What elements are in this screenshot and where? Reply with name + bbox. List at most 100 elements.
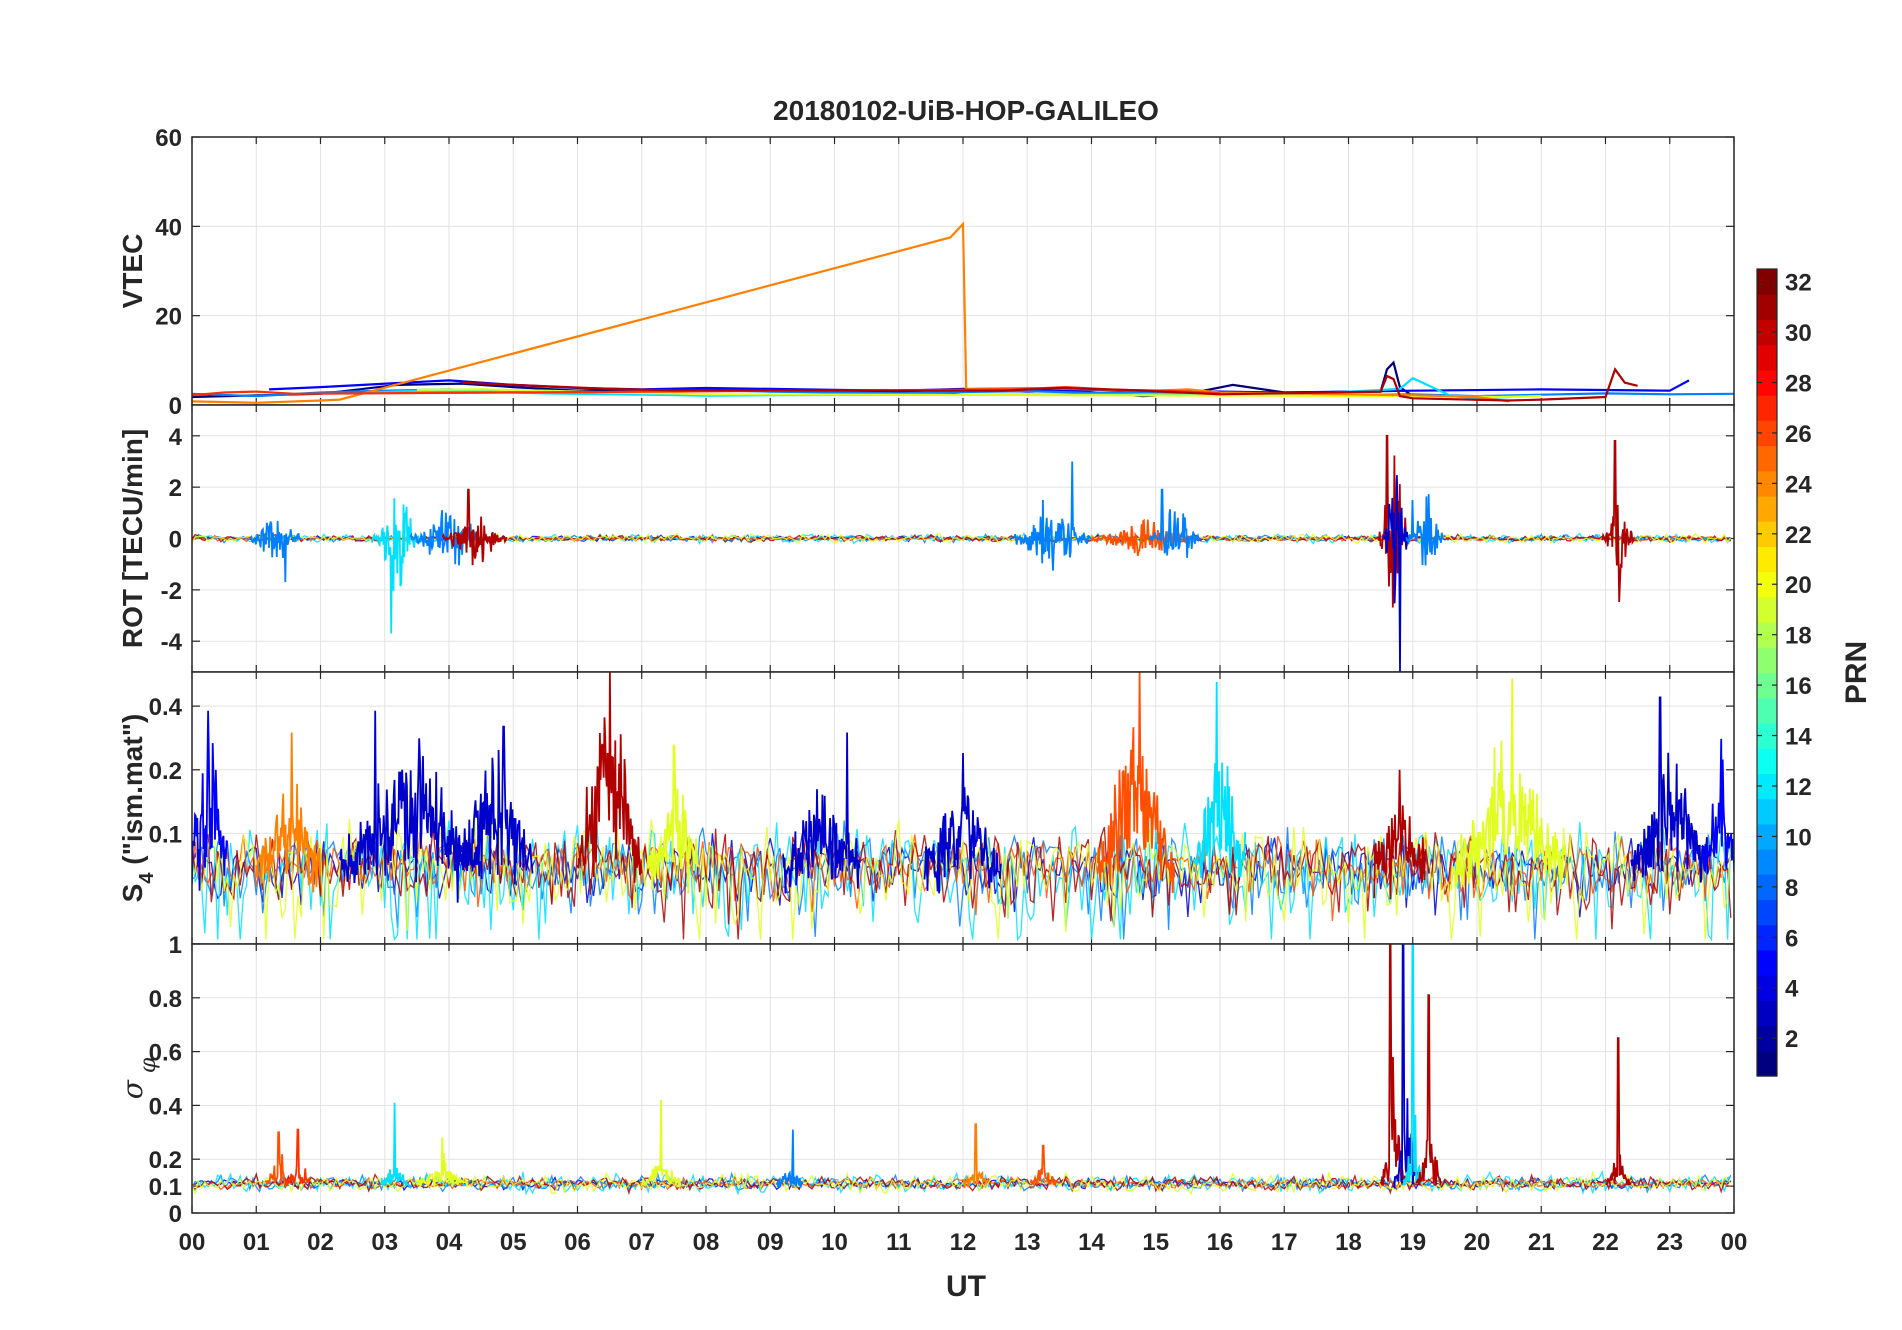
x-tick-label: 19	[1399, 1229, 1426, 1256]
x-tick-label: 02	[307, 1229, 334, 1256]
event-trace-4	[576, 672, 643, 883]
event-trace-7	[1029, 1144, 1057, 1186]
colorbar-level	[1757, 647, 1777, 674]
colorbar-tick-label: 28	[1785, 370, 1812, 397]
colorbar-tick-label: 10	[1785, 824, 1812, 851]
event-trace-1	[255, 732, 322, 893]
colorbar-frame	[1756, 268, 1778, 1077]
y-tick-label: 0.2	[149, 1147, 182, 1174]
colorbar-tick-label: 24	[1785, 471, 1812, 498]
colorbar-level	[1757, 319, 1777, 346]
colorbar-level	[1757, 344, 1777, 371]
x-tick-label: 10	[821, 1229, 848, 1256]
data-series-group	[192, 944, 1732, 1196]
y-tick-label: 0.1	[149, 821, 182, 848]
colorbar-level	[1757, 495, 1777, 522]
colorbar-level	[1757, 369, 1777, 396]
event-trace-6	[1148, 488, 1201, 558]
x-tick-label: 00	[1721, 1229, 1748, 1256]
colorbar-tick-label: 18	[1785, 623, 1812, 650]
event-trace-9	[1405, 494, 1445, 566]
colorbar-level	[1757, 269, 1777, 295]
event-trace-4	[1013, 461, 1092, 571]
x-tick-label: 00	[179, 1229, 206, 1256]
x-tick-label: 21	[1528, 1229, 1555, 1256]
colorbar-tick-label: 8	[1785, 875, 1798, 902]
colorbar-tick-label: 26	[1785, 421, 1812, 448]
event-trace-8	[1097, 672, 1176, 894]
event-trace-1	[409, 510, 489, 566]
event-trace-12	[1630, 696, 1709, 883]
colorbar-level	[1757, 445, 1777, 472]
y-tick-label: 0.6	[149, 1040, 182, 1067]
colorbar-level	[1757, 697, 1777, 724]
event-trace-6	[782, 732, 861, 894]
x-tick-label: 17	[1271, 1229, 1298, 1256]
colorbar-level	[1757, 1025, 1777, 1052]
x-tick-label: 11	[886, 1229, 911, 1256]
y-axis-label: S4 ("ism.mat")	[117, 714, 158, 903]
colorbar-level	[1757, 294, 1777, 321]
y-tick-label: 0.4	[149, 1093, 183, 1120]
y-tick-label: 0	[169, 1201, 182, 1228]
x-tick-label: 04	[436, 1229, 463, 1256]
colorbar-level	[1757, 1050, 1777, 1077]
panel-vtec: 0 20 40 60 VTEC	[117, 125, 1735, 420]
event-trace-5	[647, 744, 700, 894]
colorbar-level	[1757, 672, 1777, 699]
colorbar-level	[1757, 622, 1777, 648]
y-tick-label: 20	[155, 304, 182, 331]
event-trace-5	[775, 1129, 803, 1188]
x-tick-label: 07	[628, 1229, 655, 1256]
event-trace-3	[454, 725, 534, 903]
y-tick-label: 1	[169, 932, 182, 959]
x-tick-label: 20	[1464, 1229, 1491, 1256]
colorbar-level	[1757, 849, 1777, 875]
colorbar-level	[1757, 949, 1777, 976]
colorbar-level	[1757, 975, 1777, 1001]
event-trace-0	[371, 498, 424, 634]
colorbar-level	[1757, 571, 1777, 598]
series-line-7	[461, 366, 1638, 402]
x-axis: 00 01 02 03 04 05 06 07 08 09 10 11 12 13 14 15 16 17 18 19…	[179, 1229, 1748, 1256]
colorbar-tick-label: 4	[1785, 976, 1799, 1003]
event-trace-3	[249, 520, 302, 583]
event-trace-6	[962, 1123, 989, 1189]
y-tick-label: 0.1	[149, 1174, 182, 1201]
x-tick-label: 01	[243, 1229, 270, 1256]
event-trace-10	[1402, 944, 1422, 1186]
colorbar-tick-label: 22	[1785, 522, 1812, 549]
colorbar-level	[1757, 823, 1777, 850]
colorbar-level	[1757, 596, 1777, 623]
x-tick-label: 12	[950, 1229, 977, 1256]
y-tick-label: 0.4	[149, 694, 183, 721]
event-trace-10	[1601, 439, 1635, 603]
colorbar-level	[1757, 773, 1777, 800]
colorbar-level	[1757, 420, 1777, 447]
colorbar-level	[1757, 748, 1777, 774]
y-axis-label: VTEC	[117, 234, 148, 309]
y-tick-label: 40	[155, 214, 182, 241]
colorbar-level	[1757, 924, 1777, 951]
colorbar-level	[1757, 874, 1777, 901]
colorbar-tick-label: 14	[1785, 724, 1812, 751]
colorbar-level	[1757, 722, 1777, 749]
y-tick-label: -2	[161, 578, 182, 605]
x-tick-label: 06	[564, 1229, 591, 1256]
data-series-group	[192, 672, 1734, 942]
event-trace-9	[1193, 681, 1247, 878]
event-trace-4	[640, 1099, 682, 1188]
y-tick-label: 0	[169, 527, 182, 554]
colorbar-level	[1757, 546, 1777, 573]
x-tick-label: 15	[1142, 1229, 1169, 1256]
y-tick-label: 0.8	[149, 986, 182, 1013]
colorbar-level	[1757, 798, 1777, 825]
colorbar-tick-label: 12	[1785, 774, 1812, 801]
chart-title: 20180102-UiB-HOP-GALILEO	[773, 95, 1159, 126]
data-series-group	[192, 221, 1734, 404]
colorbar-label: PRN	[1840, 641, 1873, 704]
x-tick-label: 22	[1592, 1229, 1619, 1256]
